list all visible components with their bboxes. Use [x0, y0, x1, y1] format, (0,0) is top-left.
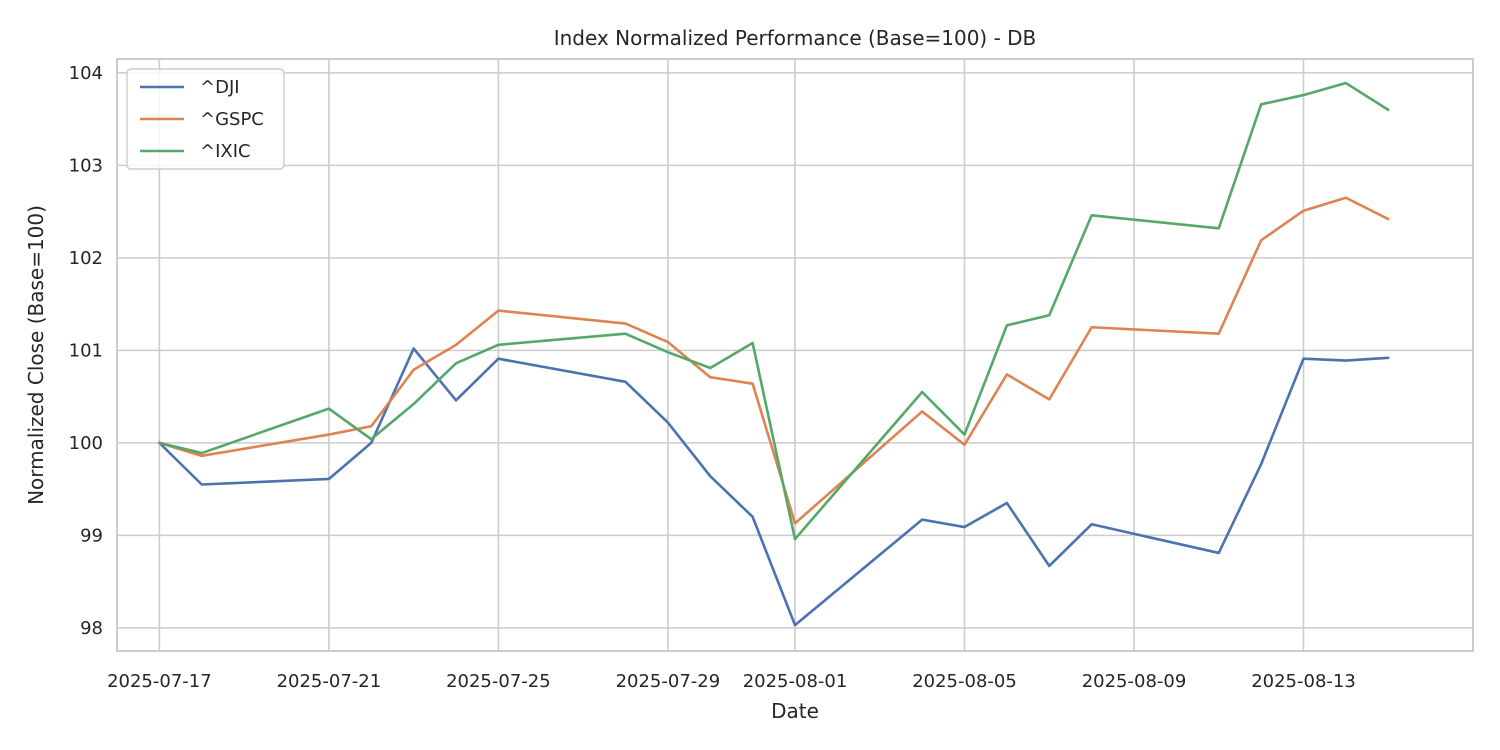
- grid-lines: [117, 59, 1473, 651]
- y-tick-label: 99: [80, 525, 103, 546]
- legend-label-gspc: ^GSPC: [200, 109, 264, 130]
- x-axis-ticks: 2025-07-17 2025-07-21 2025-07-25 2025-07-29…: [107, 671, 1356, 692]
- x-tick-label: 2025-08-05: [912, 671, 1017, 692]
- x-tick-label: 2025-08-01: [743, 671, 848, 692]
- y-axis-ticks: 98 99 100 101 102 103 104: [69, 63, 103, 639]
- legend: ^DJI ^GSPC ^IXIC: [126, 68, 285, 170]
- x-tick-label: 2025-08-13: [1251, 671, 1356, 692]
- series-line-gspc: [158, 196, 1390, 525]
- legend-label-dji: ^DJI: [200, 77, 240, 98]
- series-line-dji: [158, 347, 1390, 627]
- chart-title: Index Normalized Performance (Base=100) …: [554, 26, 1037, 50]
- y-tick-label: 104: [69, 63, 103, 84]
- x-axis-label: Date: [771, 699, 819, 723]
- legend-label-ixic: ^IXIC: [200, 141, 251, 162]
- x-tick-label: 2025-07-17: [107, 671, 212, 692]
- x-tick-label: 2025-07-25: [446, 671, 551, 692]
- legend-box: [126, 68, 285, 170]
- y-axis-label: Normalized Close (Base=100): [24, 205, 48, 505]
- y-tick-label: 100: [69, 433, 103, 454]
- plot-frame: [116, 58, 1474, 652]
- x-tick-label: 2025-07-29: [616, 671, 721, 692]
- x-tick-label: 2025-08-09: [1082, 671, 1187, 692]
- series-lines: [158, 81, 1390, 627]
- y-tick-label: 101: [69, 340, 103, 361]
- series-line-ixic: [158, 81, 1390, 541]
- y-tick-label: 102: [69, 248, 103, 269]
- y-tick-label: 98: [80, 618, 103, 639]
- y-tick-label: 103: [69, 155, 103, 176]
- x-tick-label: 2025-07-21: [277, 671, 382, 692]
